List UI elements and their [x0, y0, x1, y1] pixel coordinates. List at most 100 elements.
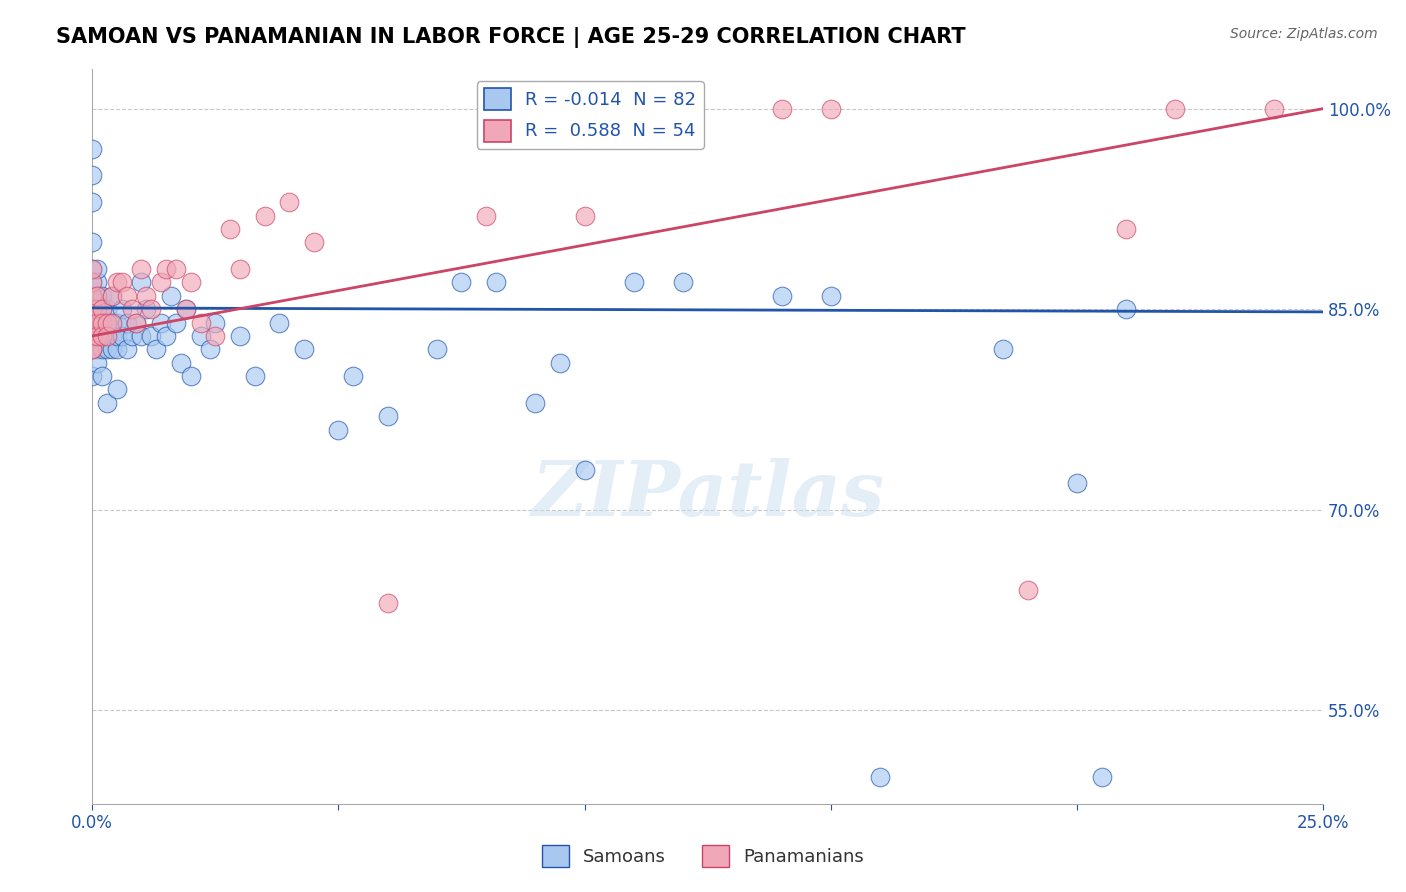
Point [91, 329, 114, 343]
Point [150, 316, 173, 330]
Point [121, 302, 143, 317]
Point [105, 383, 128, 397]
Point [82, 195, 104, 210]
Point [105, 329, 128, 343]
Point [623, 276, 645, 290]
Point [165, 316, 187, 330]
Point [269, 316, 291, 330]
Point [770, 289, 793, 303]
Point [82, 343, 104, 357]
Point [548, 356, 571, 370]
Text: ZIPatlas: ZIPatlas [531, 458, 884, 533]
Point [278, 195, 301, 210]
Point [155, 262, 177, 277]
Point [426, 343, 449, 357]
Point [96, 396, 118, 410]
Point [86, 329, 108, 343]
Point [1263, 102, 1285, 116]
Point [125, 316, 148, 330]
Point [82, 369, 104, 384]
Point [190, 329, 212, 343]
Point [86, 316, 108, 330]
Point [101, 343, 124, 357]
Point [101, 289, 124, 303]
Point [623, 102, 645, 116]
Point [82, 276, 104, 290]
Point [111, 302, 134, 317]
Point [105, 276, 128, 290]
Point [86, 316, 108, 330]
Point [82, 316, 104, 330]
Point [96, 329, 118, 343]
Point [111, 329, 134, 343]
Point [82, 329, 104, 343]
Point [1115, 222, 1137, 236]
Point [1164, 102, 1187, 116]
Point [86, 356, 108, 370]
Point [86, 262, 108, 277]
Point [204, 316, 226, 330]
Point [82, 316, 104, 330]
Point [96, 316, 118, 330]
Point [86, 302, 108, 317]
Point [1115, 302, 1137, 317]
Point [82, 343, 104, 357]
Point [524, 102, 547, 116]
Point [82, 302, 104, 317]
Point [125, 316, 148, 330]
Point [165, 262, 187, 277]
Point [91, 289, 114, 303]
Point [82, 169, 104, 183]
Point [174, 302, 197, 317]
Point [672, 102, 695, 116]
Point [141, 302, 163, 317]
Point [82, 343, 104, 357]
Point [105, 316, 128, 330]
Point [121, 329, 143, 343]
Point [229, 262, 252, 277]
Point [131, 329, 153, 343]
Point [180, 369, 202, 384]
Point [131, 262, 153, 277]
Point [524, 396, 547, 410]
Point [574, 209, 596, 223]
Point [82, 302, 104, 317]
Point [82, 262, 104, 277]
Point [820, 102, 842, 116]
Point [82, 142, 104, 156]
Text: Source: ZipAtlas.com: Source: ZipAtlas.com [1230, 27, 1378, 41]
Point [243, 369, 266, 384]
Point [101, 316, 124, 330]
Point [377, 596, 399, 610]
Point [96, 343, 118, 357]
Point [292, 343, 315, 357]
Point [82, 316, 104, 330]
Text: SAMOAN VS PANAMANIAN IN LABOR FORCE | AGE 25-29 CORRELATION CHART: SAMOAN VS PANAMANIAN IN LABOR FORCE | AG… [56, 27, 966, 48]
Point [96, 316, 118, 330]
Point [82, 276, 104, 290]
Point [101, 289, 124, 303]
Point [475, 209, 498, 223]
Point [82, 235, 104, 250]
Point [135, 302, 157, 317]
Legend: R = -0.014  N = 82, R =  0.588  N = 54: R = -0.014 N = 82, R = 0.588 N = 54 [477, 81, 703, 149]
Point [328, 423, 350, 437]
Point [91, 316, 114, 330]
Point [115, 316, 138, 330]
Legend: Samoans, Panamanians: Samoans, Panamanians [534, 838, 872, 874]
Point [180, 276, 202, 290]
Point [450, 276, 472, 290]
Point [91, 302, 114, 317]
Point [115, 343, 138, 357]
Point [101, 329, 124, 343]
Point [229, 329, 252, 343]
Point [1017, 582, 1039, 597]
Point [82, 289, 104, 303]
Point [82, 329, 104, 343]
Point [253, 209, 276, 223]
Point [820, 289, 842, 303]
Point [86, 343, 108, 357]
Point [190, 316, 212, 330]
Point [91, 369, 114, 384]
Point [302, 235, 325, 250]
